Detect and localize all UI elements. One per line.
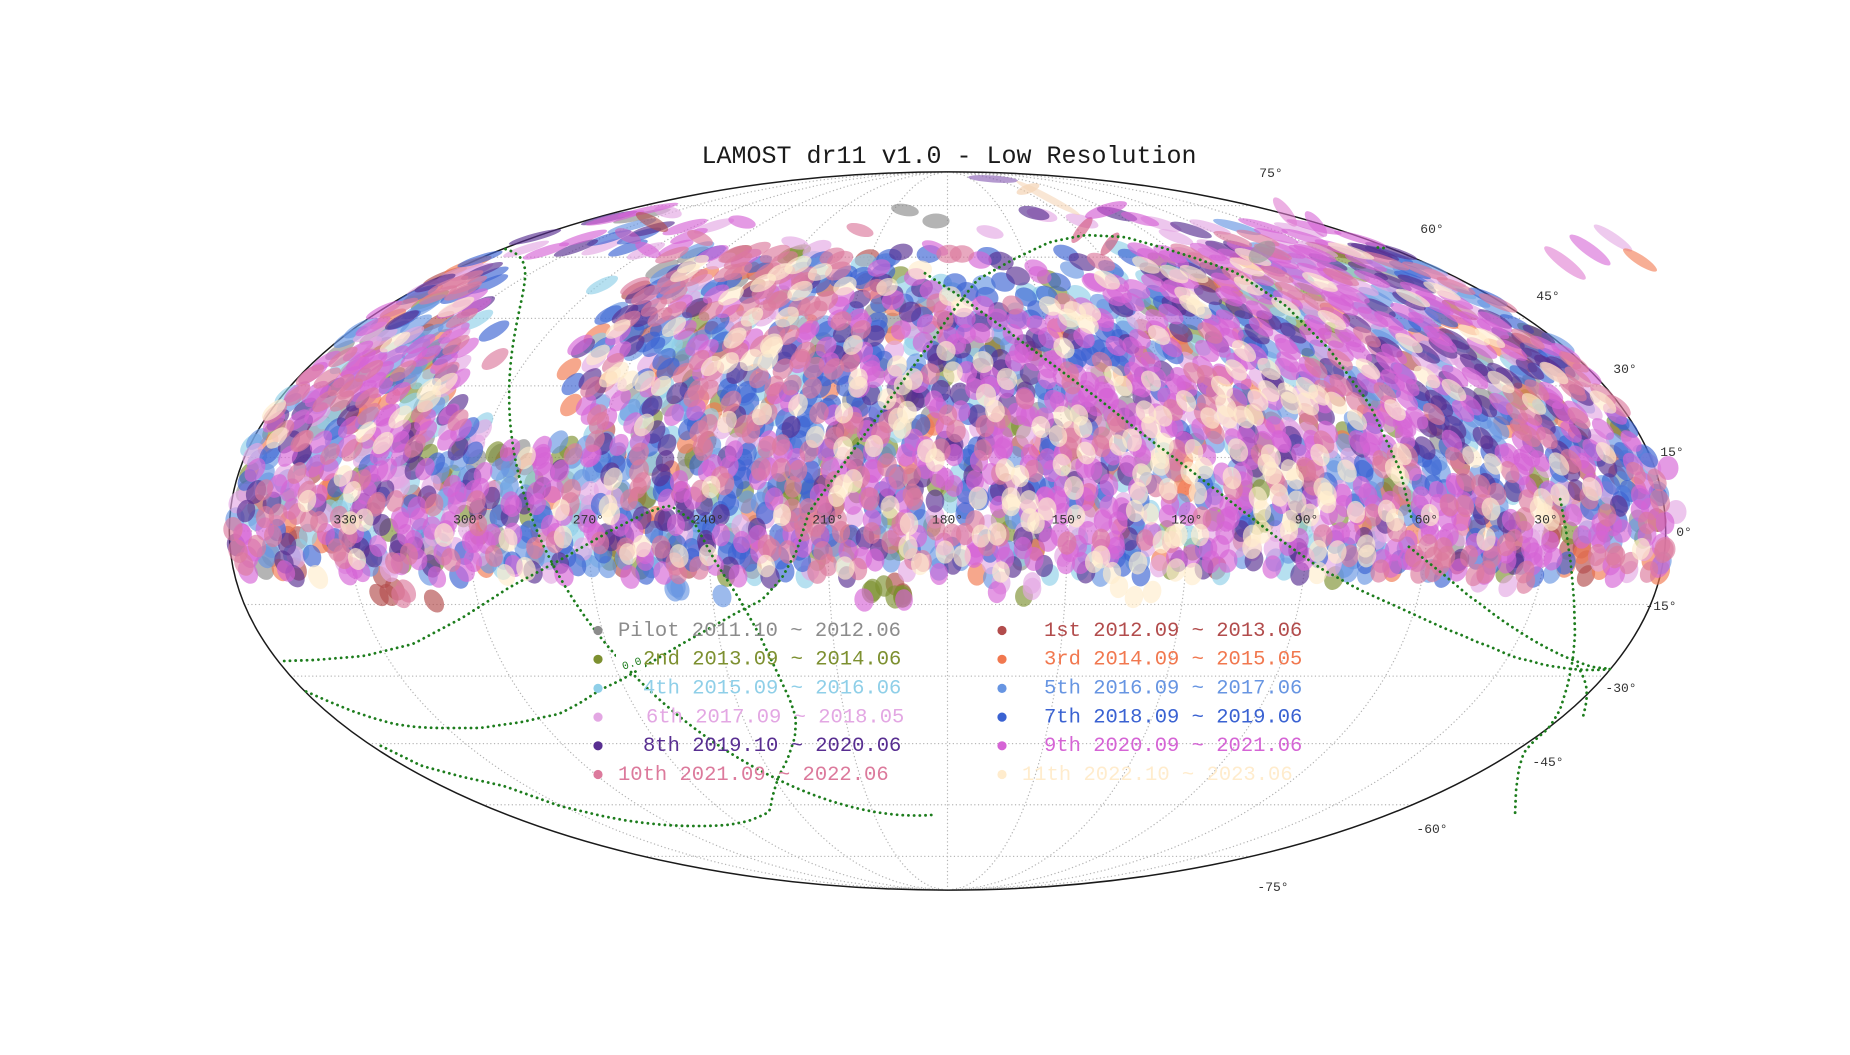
svg-text:-45°: -45° — [1532, 755, 1563, 770]
svg-text:2nd 2013.09 ~ 2014.06: 2nd 2013.09 ~ 2014.06 — [643, 649, 901, 672]
svg-text:90°: 90° — [1295, 513, 1318, 528]
svg-text:5th 2016.09 ~ 2017.06: 5th 2016.09 ~ 2017.06 — [1044, 678, 1302, 701]
svg-text:210°: 210° — [812, 513, 843, 528]
svg-text:LAMOST dr11 v1.0 - Low Resolut: LAMOST dr11 v1.0 - Low Resolution — [701, 142, 1196, 171]
svg-text:-30°: -30° — [1605, 681, 1636, 696]
svg-text:3rd 2014.09 ~ 2015.05: 3rd 2014.09 ~ 2015.05 — [1044, 649, 1302, 672]
svg-text:0.0: 0.0 — [621, 656, 644, 674]
svg-text:150°: 150° — [1052, 513, 1083, 528]
svg-text:60°: 60° — [1420, 222, 1443, 237]
svg-text:30°: 30° — [1613, 362, 1636, 377]
svg-text:7th 2018.09 ~ 2019.06: 7th 2018.09 ~ 2019.06 — [1044, 706, 1302, 729]
svg-text:30°: 30° — [1534, 513, 1557, 528]
svg-text:Pilot 2011.10 ~ 2012.06: Pilot 2011.10 ~ 2012.06 — [618, 620, 901, 643]
svg-text:180°: 180° — [932, 513, 963, 528]
svg-text:0°: 0° — [1676, 525, 1692, 540]
svg-text:1st 2012.09 ~ 2013.06: 1st 2012.09 ~ 2013.06 — [1044, 620, 1302, 643]
svg-text:60°: 60° — [1415, 513, 1438, 528]
svg-text:45°: 45° — [1536, 289, 1559, 304]
svg-text:240°: 240° — [692, 513, 723, 528]
svg-text:4th 2015.09 ~ 2016.06: 4th 2015.09 ~ 2016.06 — [643, 678, 901, 701]
svg-text:6th 2017.09 ~ 2018.05: 6th 2017.09 ~ 2018.05 — [646, 706, 904, 729]
svg-text:270°: 270° — [573, 513, 604, 528]
svg-text:330°: 330° — [333, 513, 364, 528]
svg-text:11th 2022.10 ~ 2023.06: 11th 2022.10 ~ 2023.06 — [1022, 764, 1293, 787]
svg-text:300°: 300° — [453, 513, 484, 528]
svg-text:10th 2021.09 ~ 2022.06: 10th 2021.09 ~ 2022.06 — [618, 764, 889, 787]
svg-text:120°: 120° — [1171, 513, 1202, 528]
svg-text:75°: 75° — [1259, 166, 1282, 181]
svg-text:-60°: -60° — [1416, 822, 1447, 837]
svg-text:9th 2020.09 ~ 2021.06: 9th 2020.09 ~ 2021.06 — [1044, 735, 1302, 758]
svg-text:8th 2019.10 ~ 2020.06: 8th 2019.10 ~ 2020.06 — [643, 735, 901, 758]
svg-text:-75°: -75° — [1257, 880, 1288, 895]
svg-text:-15°: -15° — [1645, 599, 1676, 614]
svg-text:15°: 15° — [1660, 445, 1683, 460]
